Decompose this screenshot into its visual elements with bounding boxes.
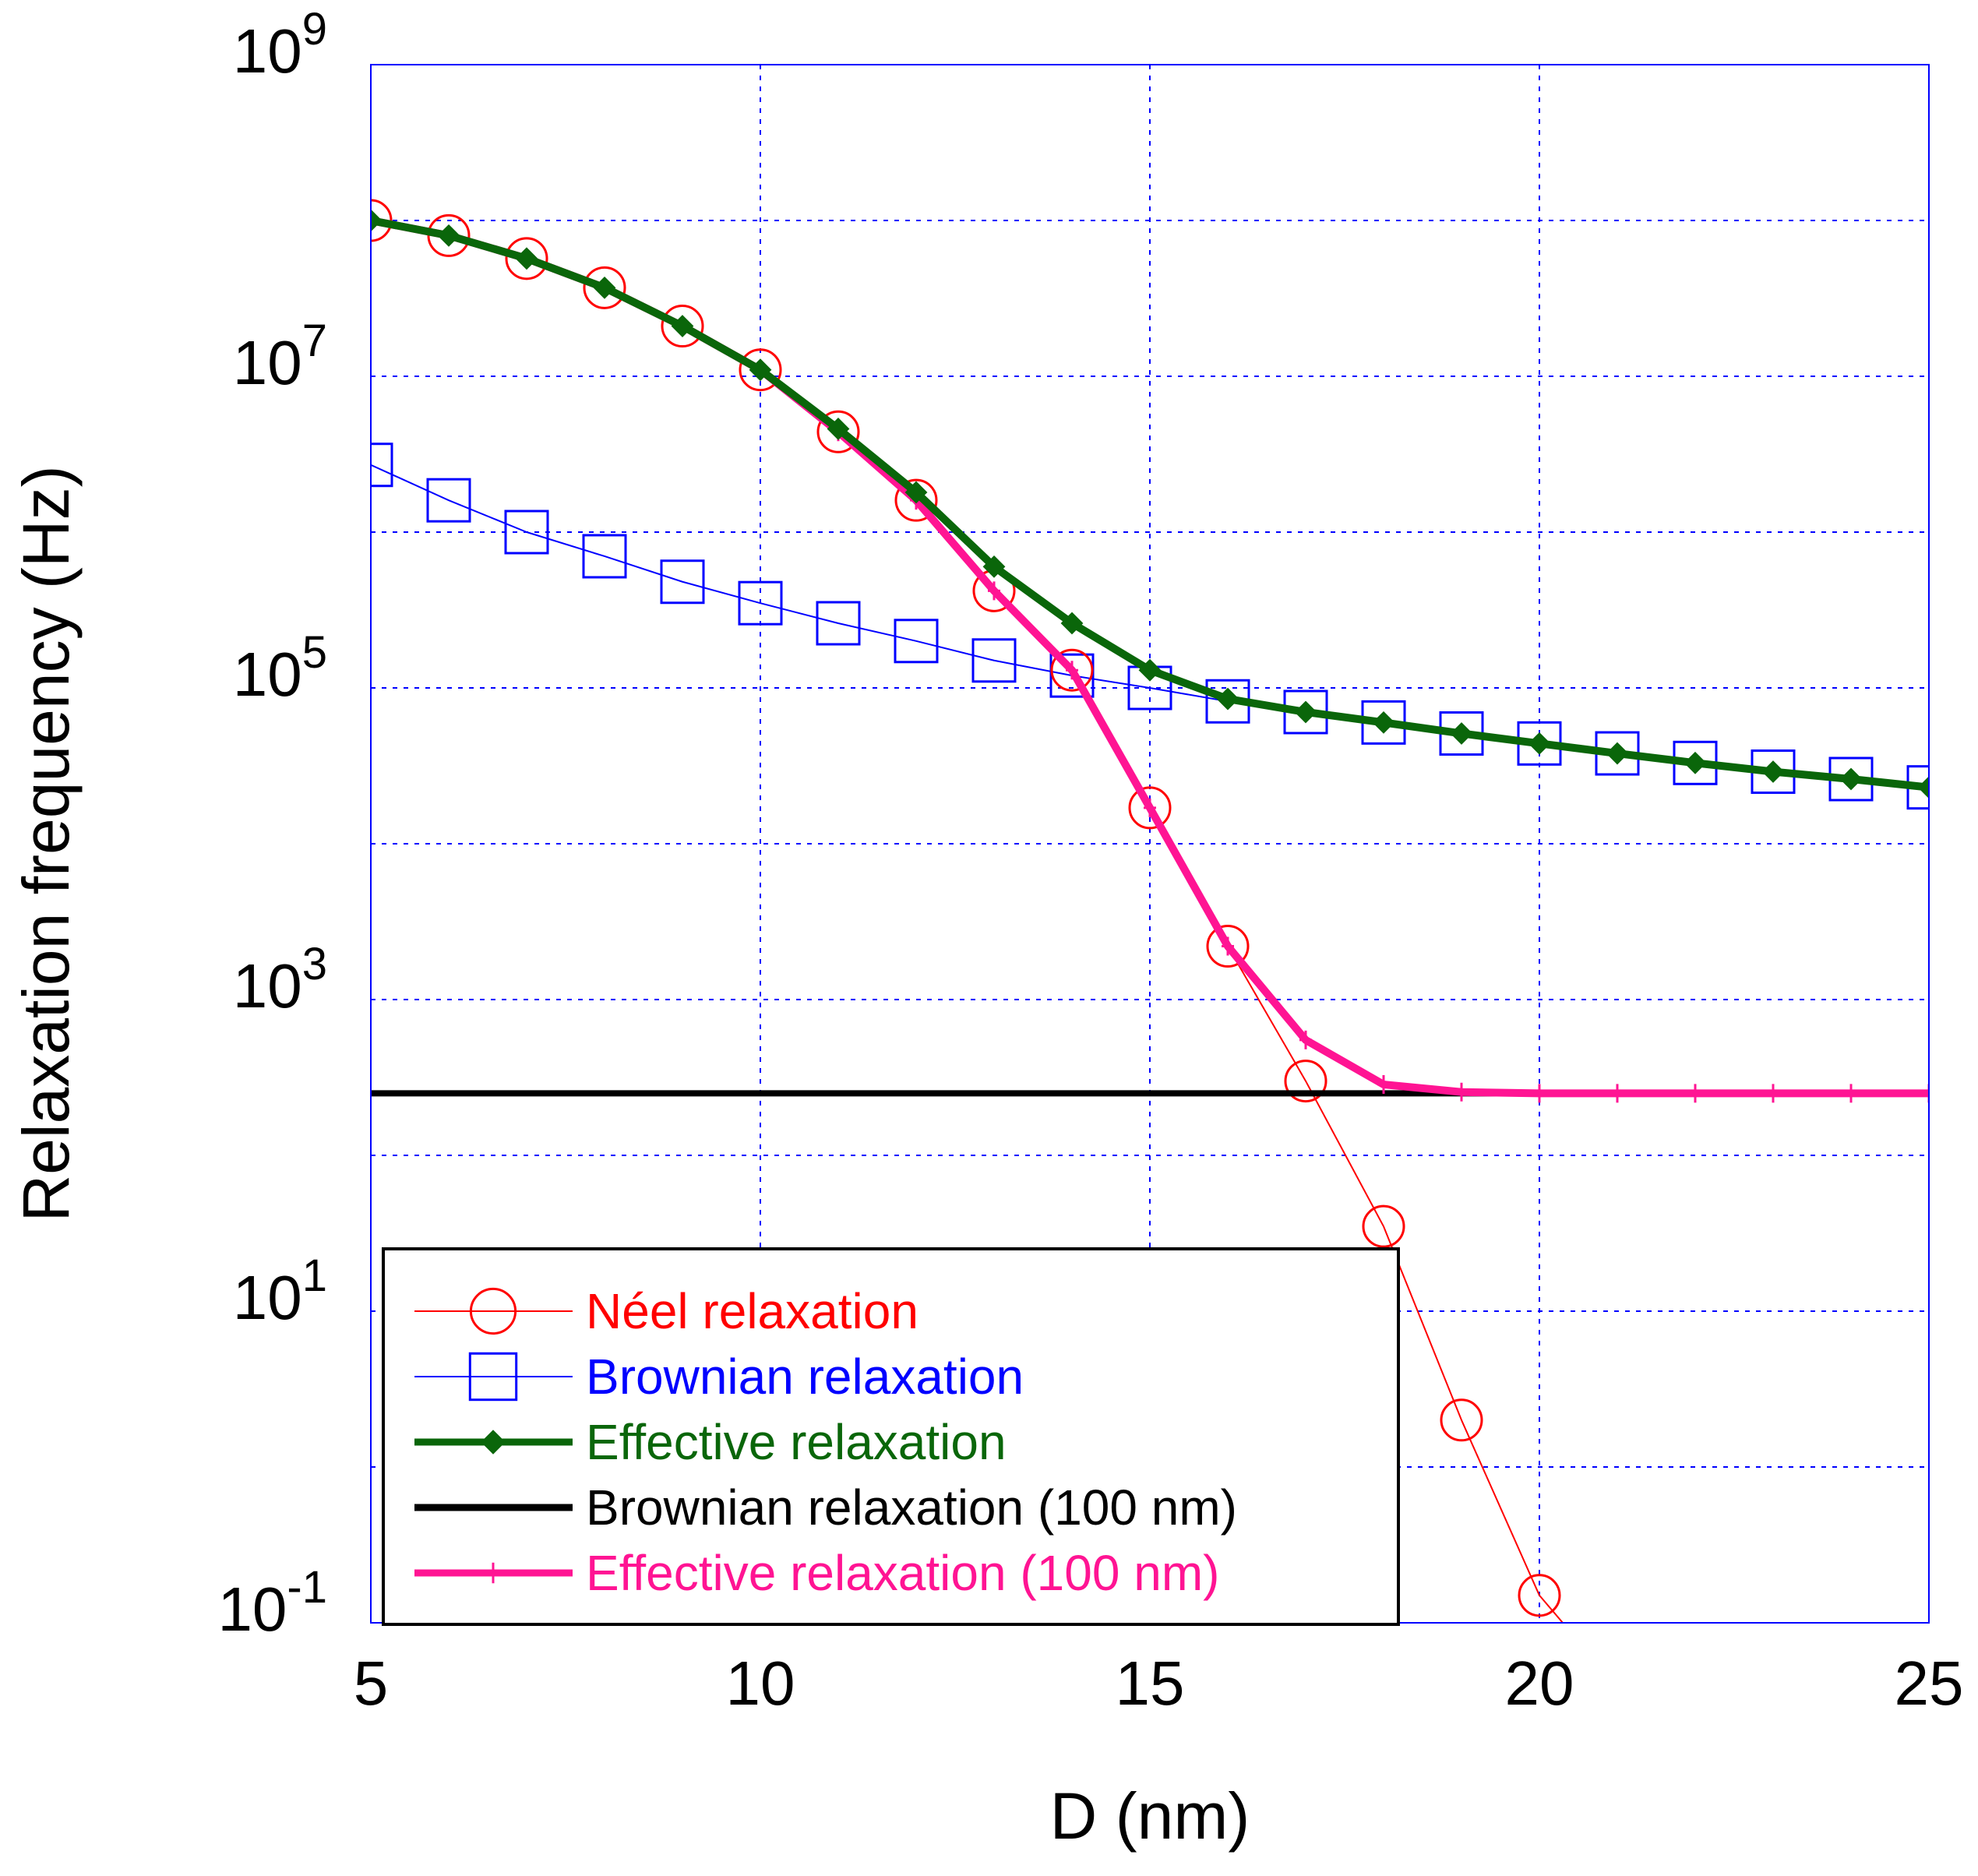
- y-tick-label: 105: [233, 627, 327, 709]
- data-point: [816, 601, 861, 646]
- data-point: [1440, 1398, 1483, 1442]
- legend-item: Brownian relaxation (100 nm): [414, 1479, 1237, 1536]
- data-point: [904, 481, 928, 504]
- data-point: [1284, 1060, 1327, 1103]
- data-point: [827, 418, 850, 440]
- data-point: [1128, 786, 1172, 830]
- x-axis-title: D (nm): [1050, 1779, 1250, 1853]
- data-point: [661, 305, 704, 348]
- data-point: [1138, 658, 1162, 682]
- data-point: [1684, 751, 1707, 774]
- data-point: [1050, 648, 1094, 692]
- data-point: [1917, 776, 1929, 799]
- data-point: [437, 224, 460, 247]
- data-point: [504, 510, 549, 555]
- data-point: [371, 443, 393, 488]
- data-point: [593, 276, 616, 299]
- data-point: [1216, 687, 1239, 711]
- data-point: [1299, 1030, 1312, 1049]
- data-point: [1767, 1084, 1779, 1103]
- legend-swatch-marker: [468, 1352, 518, 1402]
- legend-item: Effective relaxation: [414, 1414, 1007, 1470]
- data-point: [1923, 1084, 1929, 1103]
- data-point: [1049, 653, 1095, 698]
- data-point: [1533, 1084, 1546, 1103]
- x-tick-label: 5: [354, 1649, 389, 1718]
- legend-label: Brownian relaxation (100 nm): [586, 1479, 1237, 1536]
- data-point: [426, 478, 471, 523]
- legend-swatch-marker: [481, 1430, 506, 1455]
- y-axis-title: Relaxation frequency (Hz): [9, 465, 83, 1222]
- data-point: [660, 559, 705, 605]
- y-tick-label: 10-1: [217, 1562, 327, 1644]
- legend-swatch-marker: [469, 1287, 517, 1335]
- legend-item: Néel relaxation: [414, 1283, 918, 1339]
- data-point: [671, 315, 694, 337]
- x-tick-label: 25: [1895, 1649, 1964, 1718]
- data-point: [816, 410, 860, 453]
- y-tick-label: 109: [233, 4, 327, 86]
- data-point: [582, 534, 627, 579]
- data-point: [1528, 732, 1551, 755]
- y-tick-label: 103: [233, 939, 327, 1021]
- legend-item: Brownian relaxation: [414, 1349, 1024, 1405]
- data-point: [1689, 1084, 1701, 1103]
- x-tick-label: 15: [1116, 1649, 1185, 1718]
- data-point: [505, 237, 548, 280]
- legend-label: Effective relaxation: [586, 1414, 1007, 1470]
- x-tick-label: 20: [1505, 1649, 1574, 1718]
- data-point: [1518, 1574, 1561, 1617]
- tick-labels: 5 10 15 20 25 109 107 105 103 101 10-1: [217, 4, 1963, 1718]
- data-point: [1455, 1082, 1468, 1102]
- data-point: [1294, 700, 1317, 724]
- data-point: [1611, 1084, 1624, 1103]
- data-point: [739, 348, 782, 392]
- data-point: [982, 555, 1006, 578]
- legend-swatch-marker: [486, 1562, 500, 1584]
- data-point: [1362, 1204, 1405, 1248]
- data-point: [1060, 612, 1084, 635]
- data-point: [1222, 936, 1234, 956]
- data-point: [971, 638, 1017, 683]
- data-point: [1839, 767, 1863, 791]
- y-tick-label: 107: [233, 316, 327, 397]
- data-point: [749, 358, 772, 382]
- data-point: [1206, 925, 1250, 968]
- data-point: [1144, 798, 1156, 817]
- legend-item: Effective relaxation (100 nm): [414, 1545, 1219, 1601]
- data-point: [1761, 760, 1785, 783]
- legend-label: Effective relaxation (100 nm): [586, 1545, 1219, 1601]
- data-point: [738, 580, 783, 626]
- data-point: [1377, 1075, 1390, 1095]
- legend: Néel relaxation Brownian relaxation Effect…: [382, 1247, 1400, 1626]
- legend-label: Brownian relaxation: [586, 1349, 1024, 1405]
- data-point: [371, 209, 383, 232]
- data-point: [583, 266, 626, 309]
- data-point: [1606, 742, 1629, 765]
- legend-label: Néel relaxation: [586, 1283, 918, 1339]
- series-2: [371, 209, 1929, 799]
- x-tick-label: 10: [726, 1649, 795, 1718]
- data-point: [515, 247, 538, 270]
- data-point: [1372, 711, 1395, 734]
- data-point: [1845, 1084, 1857, 1103]
- series-group: [371, 199, 1929, 1623]
- data-point: [1066, 661, 1078, 680]
- data-point: [1450, 722, 1473, 745]
- data-point: [894, 619, 939, 664]
- y-tick-label: 101: [233, 1250, 327, 1332]
- data-point: [894, 478, 938, 522]
- data-point: [988, 581, 1000, 601]
